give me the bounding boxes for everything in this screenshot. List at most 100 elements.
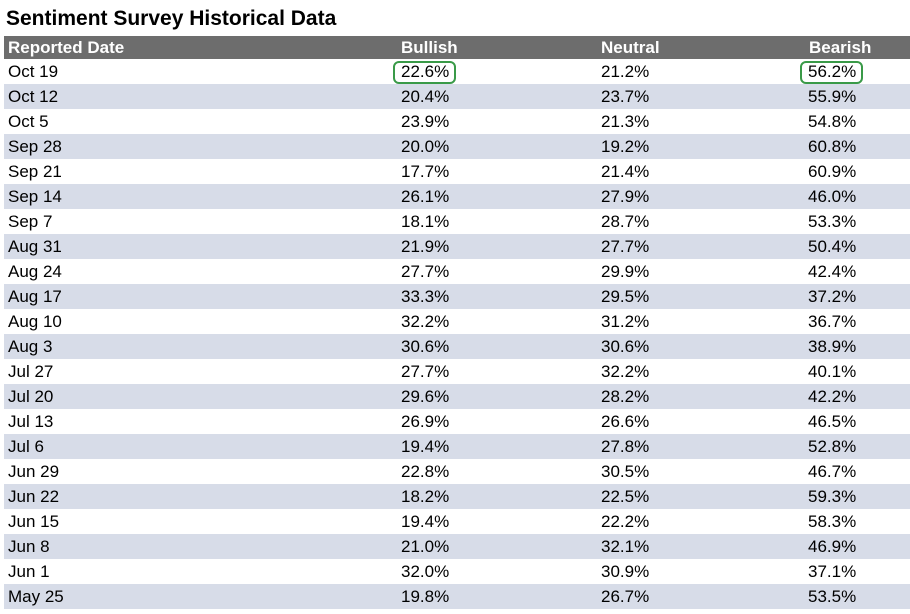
column-header-bullish: Bullish: [401, 37, 458, 57]
cell-bullish: 29.6%: [401, 384, 449, 409]
cell-reported-date-value: Oct 5: [8, 111, 49, 131]
cell-neutral: 26.7%: [601, 584, 649, 609]
cell-bearish: 60.8%: [808, 134, 856, 159]
sentiment-table: Reported Date Bullish Neutral Bearish Oc…: [4, 36, 910, 609]
cell-reported-date: Aug 24: [8, 259, 62, 284]
cell-reported-date: Jun 22: [8, 484, 59, 509]
table-row: Jun 8 21.0% 32.1% 46.9%: [4, 534, 910, 559]
cell-neutral-value: 31.2%: [601, 311, 650, 331]
cell-bearish-value: 60.9%: [808, 161, 857, 181]
cell-reported-date: Oct 19: [8, 59, 58, 84]
cell-bearish: 59.3%: [808, 484, 856, 509]
cell-bullish: 22.8%: [401, 459, 449, 484]
table-row: Sep 7 18.1% 28.7% 53.3%: [4, 209, 910, 234]
cell-reported-date-value: Oct 19: [8, 61, 59, 81]
cell-reported-date: Sep 21: [8, 159, 62, 184]
cell-neutral-value: 19.2%: [601, 136, 650, 156]
cell-reported-date-value: Sep 28: [8, 136, 62, 156]
cell-bullish-value: 20.0%: [401, 136, 450, 156]
cell-neutral: 22.2%: [601, 509, 649, 534]
page-title: Sentiment Survey Historical Data: [6, 7, 337, 30]
cell-bullish-value: 21.9%: [401, 236, 450, 256]
cell-bearish: 50.4%: [808, 234, 856, 259]
table-row: Jul 27 27.7% 32.2% 40.1%: [4, 359, 910, 384]
cell-bearish-value: 40.1%: [808, 361, 857, 381]
cell-bullish: 18.1%: [401, 209, 449, 234]
cell-neutral-value: 30.9%: [601, 561, 650, 581]
cell-bearish-value: 58.3%: [808, 511, 857, 531]
cell-bullish: 19.4%: [401, 434, 449, 459]
cell-bullish: 26.1%: [401, 184, 449, 209]
cell-reported-date-value: Aug 31: [8, 236, 62, 256]
cell-reported-date-value: Jul 13: [8, 411, 54, 431]
cell-bullish: 23.9%: [401, 109, 449, 134]
table-row: Jun 22 18.2% 22.5% 59.3%: [4, 484, 910, 509]
cell-bullish-value: 20.4%: [401, 86, 450, 106]
table-row: Aug 24 27.7% 29.9% 42.4%: [4, 259, 910, 284]
cell-bearish-value: 53.5%: [808, 586, 857, 606]
cell-neutral: 21.3%: [601, 109, 649, 134]
cell-bearish-value: 46.0%: [808, 186, 857, 206]
cell-reported-date-value: Aug 24: [8, 261, 62, 281]
cell-reported-date-value: Aug 17: [8, 286, 62, 306]
cell-reported-date: Sep 14: [8, 184, 62, 209]
cell-neutral: 21.4%: [601, 159, 649, 184]
cell-bullish-value: 21.0%: [401, 536, 450, 556]
cell-neutral: 30.5%: [601, 459, 649, 484]
cell-bullish: 21.0%: [401, 534, 449, 559]
cell-bearish-value: 52.8%: [808, 436, 857, 456]
cell-neutral: 27.9%: [601, 184, 649, 209]
cell-neutral-value: 27.8%: [601, 436, 650, 456]
cell-bullish: 17.7%: [401, 159, 449, 184]
table-header-row: Reported Date Bullish Neutral Bearish: [4, 36, 910, 59]
cell-bullish-value: 18.1%: [401, 211, 450, 231]
table-row: Jun 1 32.0% 30.9% 37.1%: [4, 559, 910, 584]
table-body: Oct 19 22.6% 21.2% 56.2% Oct 12 20.4% 23.7% 55.…: [4, 59, 910, 609]
cell-bearish-value: 37.1%: [808, 561, 857, 581]
cell-neutral: 28.7%: [601, 209, 649, 234]
table-row: Aug 17 33.3% 29.5% 37.2%: [4, 284, 910, 309]
cell-bearish: 46.7%: [808, 459, 856, 484]
column-header-neutral: Neutral: [601, 37, 660, 57]
cell-bearish: 55.9%: [808, 84, 856, 109]
cell-bullish: 21.9%: [401, 234, 449, 259]
table-row: Oct 5 23.9% 21.3% 54.8%: [4, 109, 910, 134]
cell-neutral-value: 21.2%: [601, 61, 650, 81]
cell-reported-date: Jun 1: [8, 559, 50, 584]
cell-neutral: 30.6%: [601, 334, 649, 359]
cell-bullish: 27.7%: [401, 359, 449, 384]
cell-bearish-value: 42.2%: [808, 386, 857, 406]
cell-bullish-value: 17.7%: [401, 161, 450, 181]
cell-bullish-value: 27.7%: [401, 361, 450, 381]
cell-reported-date: Jun 8: [8, 534, 50, 559]
cell-reported-date: Oct 5: [8, 109, 49, 134]
cell-bearish: 58.3%: [808, 509, 856, 534]
cell-bullish-value: 32.0%: [401, 561, 450, 581]
cell-reported-date-value: Sep 7: [8, 211, 53, 231]
cell-bullish: 19.4%: [401, 509, 449, 534]
cell-bearish: 60.9%: [808, 159, 856, 184]
cell-reported-date: Jun 15: [8, 509, 59, 534]
cell-bullish-value: 30.6%: [401, 336, 450, 356]
cell-reported-date: Jul 20: [8, 384, 53, 409]
cell-bullish: 30.6%: [401, 334, 449, 359]
cell-bearish: 37.2%: [808, 284, 856, 309]
cell-bullish: 33.3%: [401, 284, 449, 309]
cell-reported-date-value: Oct 12: [8, 86, 59, 106]
cell-reported-date-value: May 25: [8, 586, 64, 606]
cell-bearish-value-highlighted: 56.2%: [799, 60, 864, 84]
cell-neutral-value: 29.9%: [601, 261, 650, 281]
table-row: Aug 3 30.6% 30.6% 38.9%: [4, 334, 910, 359]
column-header-reported-date: Reported Date: [8, 37, 125, 57]
cell-bullish-value: 19.4%: [401, 511, 450, 531]
cell-bearish-value: 54.8%: [808, 111, 857, 131]
cell-reported-date-value: Jun 22: [8, 486, 60, 506]
cell-bearish: 42.2%: [808, 384, 856, 409]
cell-bullish-value: 27.7%: [401, 261, 450, 281]
cell-reported-date: Jul 27: [8, 359, 53, 384]
table-row: Aug 31 21.9% 27.7% 50.4%: [4, 234, 910, 259]
cell-bearish: 53.3%: [808, 209, 856, 234]
cell-bullish-value-highlighted: 22.6%: [392, 60, 457, 84]
cell-neutral-value: 32.2%: [601, 361, 650, 381]
cell-reported-date-value: Aug 3: [8, 336, 53, 356]
